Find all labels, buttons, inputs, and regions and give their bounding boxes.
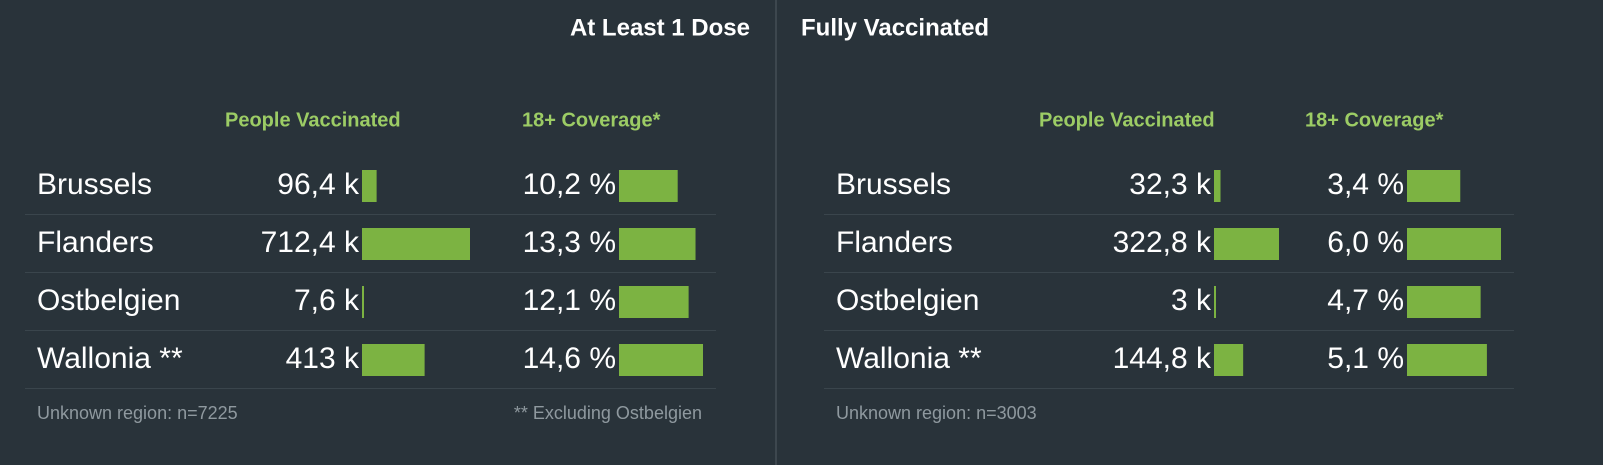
value-label: 10,2 % [523,168,616,201]
region-name: Ostbelgien [37,284,180,317]
footnote: Unknown region: n=7225 [37,403,238,423]
value-bar [619,170,678,202]
value-label: 5,1 % [1327,342,1404,375]
value-label: 3 k [1171,284,1212,317]
panel-title: Fully Vaccinated [801,14,989,41]
value-bar [1214,344,1244,376]
region-name: Wallonia ** [37,342,183,375]
value-label: 32,3 k [1129,168,1212,201]
value-bar [362,170,377,202]
region-name: Flanders [37,226,154,259]
value-label: 96,4 k [277,168,360,201]
value-bar [619,228,696,260]
value-label: 14,6 % [523,342,616,375]
value-bar [1407,170,1461,202]
value-label: 4,7 % [1327,284,1404,317]
value-label: 7,6 k [294,284,360,317]
value-label: 144,8 k [1113,342,1212,375]
region-name: Ostbelgien [836,284,979,317]
footnote: Unknown region: n=3003 [836,403,1037,423]
value-label: 322,8 k [1113,226,1212,259]
value-bar [362,286,364,318]
value-label: 3,4 % [1327,168,1404,201]
region-name: Brussels [37,168,152,201]
value-label: 12,1 % [523,284,616,317]
region-name: Flanders [836,226,953,259]
value-bar [619,286,689,318]
column-header: People Vaccinated [225,109,401,131]
region-name: Wallonia ** [836,342,982,375]
footnote: ** Excluding Ostbelgien [514,403,702,423]
value-label: 6,0 % [1327,226,1404,259]
value-label: 413 k [286,342,360,375]
value-bar [1407,344,1487,376]
value-label: 13,3 % [523,226,616,259]
column-header: 18+ Coverage* [1305,109,1444,131]
column-header: 18+ Coverage* [522,109,661,131]
panel-title: At Least 1 Dose [570,14,750,41]
column-header: People Vaccinated [1039,109,1215,131]
value-bar [1407,228,1501,260]
value-bar [1407,286,1481,318]
value-bar [362,228,470,260]
value-bar [362,344,425,376]
value-bar [1214,286,1216,318]
value-label: 712,4 k [261,226,360,259]
value-bar [1214,170,1221,202]
value-bar [619,344,703,376]
value-bar [1214,228,1279,260]
region-name: Brussels [836,168,951,201]
